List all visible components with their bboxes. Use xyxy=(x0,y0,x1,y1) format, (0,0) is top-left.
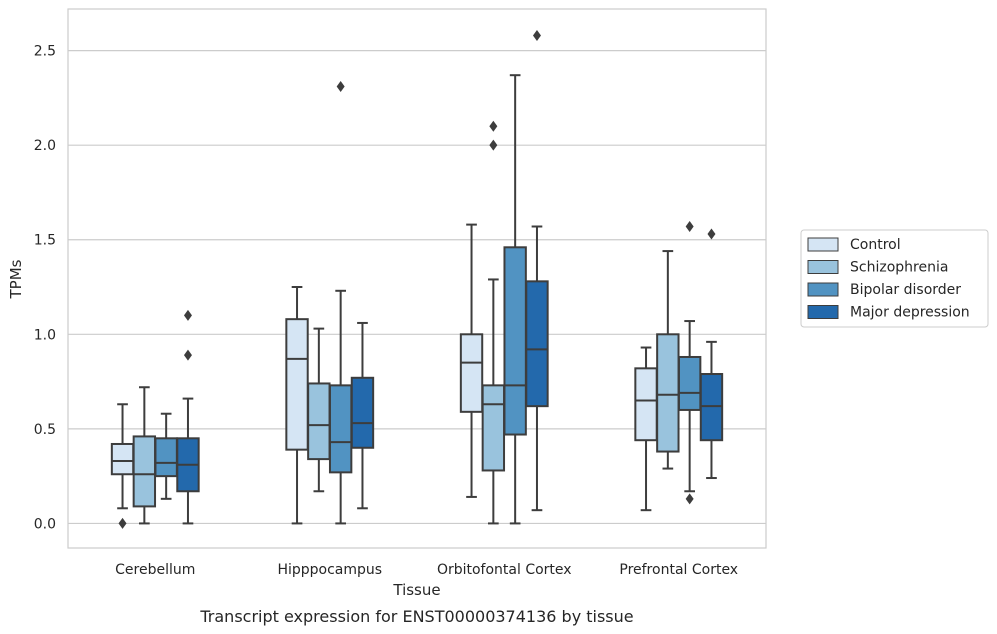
box-iqr xyxy=(634,367,658,442)
x-tick-labels: Cerebellum Hipppocampus Orbitofontal Corte… xyxy=(115,562,738,578)
legend-frame xyxy=(800,229,989,328)
y-tick-label: 0.0 xyxy=(34,516,56,532)
outlier-point xyxy=(489,120,498,132)
box-control xyxy=(634,346,658,512)
x-tick-label: Orbitofontal Cortex xyxy=(437,562,572,578)
box-schizophrenia xyxy=(132,386,157,525)
legend-label: Control xyxy=(850,237,901,253)
box-iqr xyxy=(459,333,484,413)
box-bipolar-disorder xyxy=(328,81,353,525)
y-tick-label: 0.5 xyxy=(34,422,56,438)
box-major-depression xyxy=(699,228,724,480)
outlier-point xyxy=(183,309,192,321)
box-iqr xyxy=(328,384,353,474)
box-iqr xyxy=(525,280,549,408)
outlier-point xyxy=(118,517,127,529)
box-major-depression xyxy=(176,309,200,525)
chart-caption: Transcript expression for ENST0000037413… xyxy=(199,607,633,626)
y-tick-labels: 0.0 0.5 1.0 1.5 2.0 2.5 xyxy=(34,44,56,533)
box-bipolar-disorder xyxy=(154,412,178,500)
y-axis-label: TPMs xyxy=(7,259,25,299)
box-control xyxy=(285,286,309,525)
legend-label: Schizophrenia xyxy=(850,260,948,276)
x-tick-label: Hipppocampus xyxy=(277,562,382,578)
box-control xyxy=(110,403,135,529)
box-iqr xyxy=(656,333,680,453)
box-schizophrenia xyxy=(481,120,506,525)
outlier-point xyxy=(707,228,716,240)
outlier-point xyxy=(489,139,498,151)
legend-label: Bipolar disorder xyxy=(850,282,961,298)
outlier-point xyxy=(532,29,541,41)
x-tick-label: Cerebellum xyxy=(115,562,195,578)
box-control xyxy=(459,223,484,498)
y-tick-label: 2.0 xyxy=(34,138,56,154)
box-iqr xyxy=(110,442,135,476)
grid-lines xyxy=(68,50,766,525)
legend-swatch xyxy=(807,282,839,297)
box-iqr xyxy=(350,376,375,449)
outlier-point xyxy=(336,81,345,93)
box-iqr xyxy=(481,384,506,472)
box-major-depression xyxy=(350,321,375,510)
box-iqr xyxy=(307,382,331,461)
box-iqr xyxy=(503,246,527,436)
box-groups xyxy=(110,29,724,529)
box-iqr xyxy=(285,318,309,451)
box-bipolar-disorder xyxy=(677,220,702,505)
legend-swatch xyxy=(807,305,839,319)
y-tick-label: 1.0 xyxy=(34,327,56,343)
outlier-point xyxy=(685,493,694,505)
legend-label: Major depression xyxy=(850,305,970,321)
box-bipolar-disorder xyxy=(503,74,527,525)
x-axis-label: Tissue xyxy=(392,581,440,599)
box-iqr xyxy=(154,437,178,478)
box-iqr xyxy=(677,355,702,411)
outlier-point xyxy=(685,220,694,232)
outlier-point xyxy=(183,349,192,361)
box-major-depression xyxy=(525,29,549,512)
y-tick-label: 2.5 xyxy=(34,44,56,60)
legend-swatch xyxy=(807,260,839,274)
y-tick-label: 1.5 xyxy=(34,233,56,249)
legend: Control Schizophrenia Bipolar disorder Majo… xyxy=(800,229,989,328)
x-tick-label: Prefrontal Cortex xyxy=(619,562,738,578)
plot-frame xyxy=(67,8,767,549)
box-schizophrenia xyxy=(656,250,680,470)
legend-swatch xyxy=(807,237,839,252)
box-schizophrenia xyxy=(307,327,331,493)
box-iqr xyxy=(132,435,157,508)
